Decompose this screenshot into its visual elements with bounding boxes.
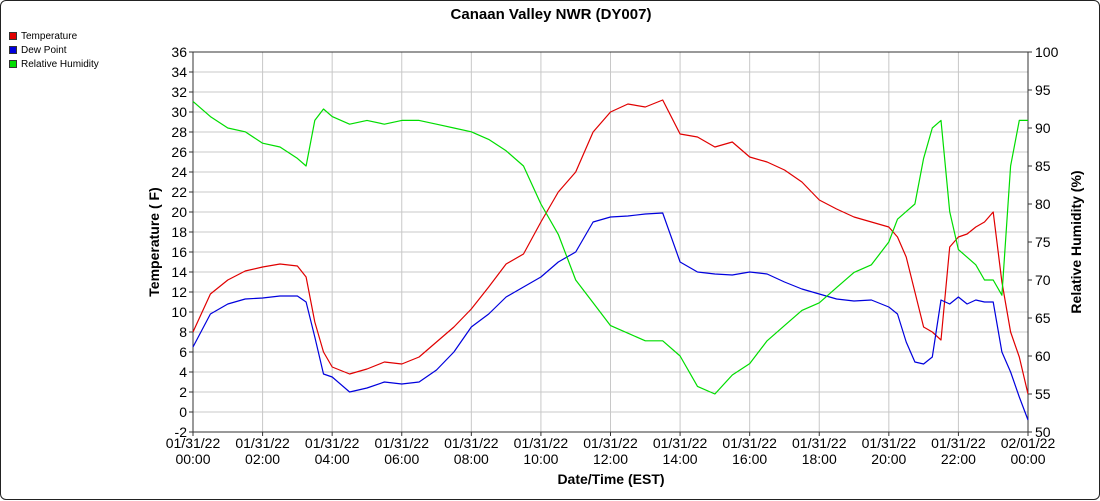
chart-legend: Temperature Dew Point Relative Humidity <box>9 29 99 71</box>
x-tick-label-time: 18:00 <box>802 451 837 467</box>
x-tick-label-time: 06:00 <box>384 451 419 467</box>
y-tick-label: 32 <box>171 84 187 100</box>
y-tick-label: 30 <box>171 104 187 120</box>
y-tick-label: 6 <box>179 344 187 360</box>
y-tick-label: 12 <box>171 284 187 300</box>
x-tick-label-time: 08:00 <box>454 451 489 467</box>
x-tick-label-date: 01/31/22 <box>375 435 430 451</box>
y2-tick-label: 95 <box>1035 82 1051 98</box>
y2-tick-label: 75 <box>1035 234 1051 250</box>
series-line-relative-humidity <box>192 100 1028 395</box>
legend-item-dew-point[interactable]: Dew Point <box>9 43 99 57</box>
series-layer <box>192 99 1029 421</box>
x-tick-label-time: 20:00 <box>871 451 906 467</box>
x-tick-label-date: 01/31/22 <box>305 435 360 451</box>
y2-tick-label: 50 <box>1035 424 1051 440</box>
y-tick-label: 2 <box>179 384 187 400</box>
x-tick-label-time: 00:00 <box>1010 451 1045 467</box>
y2-axis-label: Relative Humidity (%) <box>1068 170 1084 313</box>
x-tick-label-date: 02/01/22 <box>1001 435 1056 451</box>
y2-tick-label: 100 <box>1035 44 1059 60</box>
y2-tick-label: 85 <box>1035 158 1051 174</box>
y-tick-label: 26 <box>171 144 187 160</box>
y-tick-label: 24 <box>171 164 187 180</box>
chart-title: Canaan Valley NWR (DY007) <box>451 6 652 23</box>
y-tick-label: 8 <box>179 324 187 340</box>
x-tick-label-time: 16:00 <box>732 451 767 467</box>
x-tick-label-date: 01/31/22 <box>862 435 917 451</box>
legend-swatch-relative-humidity <box>9 60 17 68</box>
y-tick-label: 22 <box>171 184 187 200</box>
x-tick-label-date: 01/31/22 <box>166 435 221 451</box>
x-axis-label: Date/Time (EST) <box>557 471 664 487</box>
y-tick-label: 14 <box>171 264 187 280</box>
x-tick-label-date: 01/31/22 <box>653 435 708 451</box>
x-tick-label-time: 10:00 <box>523 451 558 467</box>
y-tick-label: 20 <box>171 204 187 220</box>
y-tick-label: 28 <box>171 124 187 140</box>
y-tick-label: 16 <box>171 244 187 260</box>
y-tick-label: -2 <box>175 424 188 440</box>
x-tick-label-time: 04:00 <box>315 451 350 467</box>
y-tick-label: 34 <box>171 64 187 80</box>
y-axis-label: Temperature ( F) <box>146 187 162 296</box>
y-tick-label: 18 <box>171 224 187 240</box>
x-tick-label-date: 01/31/22 <box>514 435 569 451</box>
legend-label-temperature: Temperature <box>21 30 78 42</box>
y2-tick-label: 55 <box>1035 386 1051 402</box>
y-tick-label: 0 <box>179 404 187 420</box>
x-tick-label-time: 12:00 <box>593 451 628 467</box>
y-tick-label: 4 <box>179 364 187 380</box>
chart-grid <box>192 51 1029 433</box>
y2-tick-label: 65 <box>1035 310 1051 326</box>
series-line-dew-point <box>192 212 1029 421</box>
legend-item-relative-humidity[interactable]: Relative Humidity <box>9 57 99 71</box>
x-tick-label-time: 14:00 <box>663 451 698 467</box>
axis-ticks: -202468101214161820222426283032343650556… <box>166 44 1059 467</box>
y2-tick-label: 70 <box>1035 272 1051 288</box>
y-tick-label: 36 <box>171 44 187 60</box>
x-tick-label-date: 01/31/22 <box>583 435 638 451</box>
x-tick-label-date: 01/31/22 <box>931 435 986 451</box>
x-tick-label-time: 22:00 <box>941 451 976 467</box>
legend-swatch-dew-point <box>9 46 17 54</box>
x-tick-label-time: 02:00 <box>245 451 280 467</box>
legend-label-relative-humidity: Relative Humidity <box>21 58 99 70</box>
x-tick-label-time: 00:00 <box>175 451 210 467</box>
x-tick-label-date: 01/31/22 <box>792 435 847 451</box>
x-tick-label-date: 01/31/22 <box>722 435 777 451</box>
legend-label-dew-point: Dew Point <box>21 44 67 56</box>
x-tick-label-date: 01/31/22 <box>235 435 290 451</box>
x-tick-label-date: 01/31/22 <box>444 435 499 451</box>
y2-tick-label: 60 <box>1035 348 1051 364</box>
y2-tick-label: 90 <box>1035 120 1051 136</box>
legend-swatch-temperature <box>9 32 17 40</box>
y-tick-label: 10 <box>171 304 187 320</box>
series-line-temperature <box>192 99 1029 395</box>
legend-item-temperature[interactable]: Temperature <box>9 29 99 43</box>
y2-tick-label: 80 <box>1035 196 1051 212</box>
